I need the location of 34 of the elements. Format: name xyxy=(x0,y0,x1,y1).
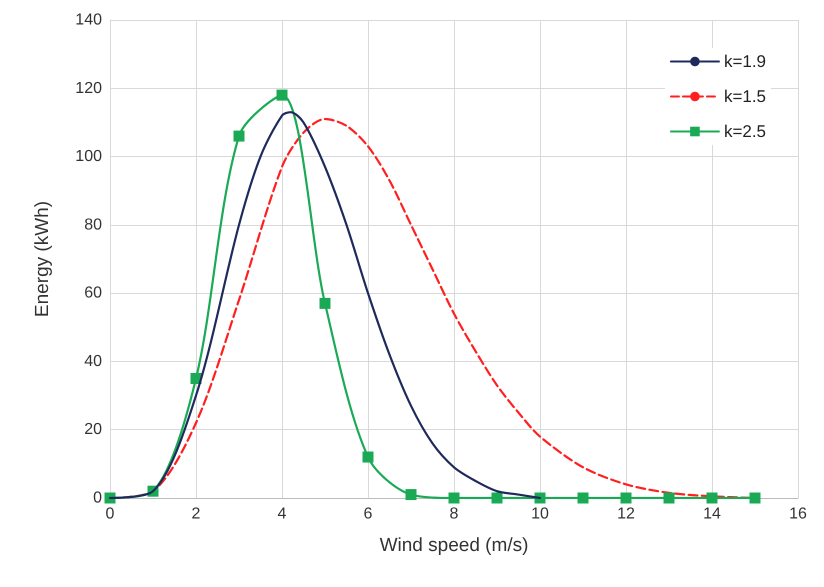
y-tick-label: 80 xyxy=(84,216,102,234)
point xyxy=(362,452,374,463)
x-tick-label: 12 xyxy=(617,506,635,522)
point xyxy=(492,492,502,504)
y-tick-label: 0 xyxy=(93,490,102,506)
legend-label: k=2.5 xyxy=(724,122,766,141)
y-tick-label: 20 xyxy=(84,421,102,438)
point xyxy=(406,489,416,500)
y-tick-label: 120 xyxy=(75,80,102,97)
point xyxy=(276,90,288,101)
x-tick-label: 10 xyxy=(531,506,549,522)
point xyxy=(620,492,632,504)
point xyxy=(578,492,588,504)
x-tick-label: 8 xyxy=(450,506,459,522)
x-tick-label: 14 xyxy=(703,506,721,522)
y-axis-title: Energy (kWh) xyxy=(32,200,53,318)
y-tick-label: 60 xyxy=(84,284,102,302)
x-axis-title: Wind speed (m/s) xyxy=(380,535,528,556)
x-tick-label: 16 xyxy=(789,506,807,522)
legend-label: k=1.5 xyxy=(724,87,766,106)
point xyxy=(448,492,460,504)
point xyxy=(234,130,244,142)
x-tick-label: 0 xyxy=(106,506,115,522)
x-tick-label: 6 xyxy=(364,506,373,522)
point xyxy=(750,492,760,504)
y-tick-label: 40 xyxy=(84,352,102,370)
point xyxy=(664,492,674,504)
x-tick-label: 2 xyxy=(192,506,201,522)
x-tick-label: 4 xyxy=(278,506,287,522)
legend-label: k=1.9 xyxy=(724,52,766,71)
point xyxy=(320,298,330,309)
point xyxy=(706,492,718,504)
y-tick-label: 140 xyxy=(75,12,102,28)
y-tick-label: 100 xyxy=(75,148,102,166)
